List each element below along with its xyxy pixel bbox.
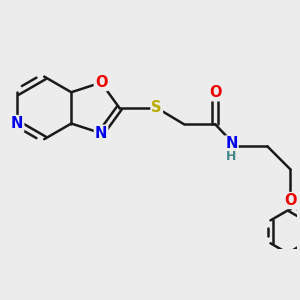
Text: O: O: [95, 75, 107, 90]
Text: H: H: [226, 150, 236, 163]
Text: S: S: [152, 100, 162, 116]
Text: N: N: [11, 116, 23, 131]
Text: O: O: [209, 85, 221, 100]
Text: N: N: [95, 126, 107, 141]
Text: N: N: [225, 136, 238, 152]
Text: O: O: [284, 193, 296, 208]
